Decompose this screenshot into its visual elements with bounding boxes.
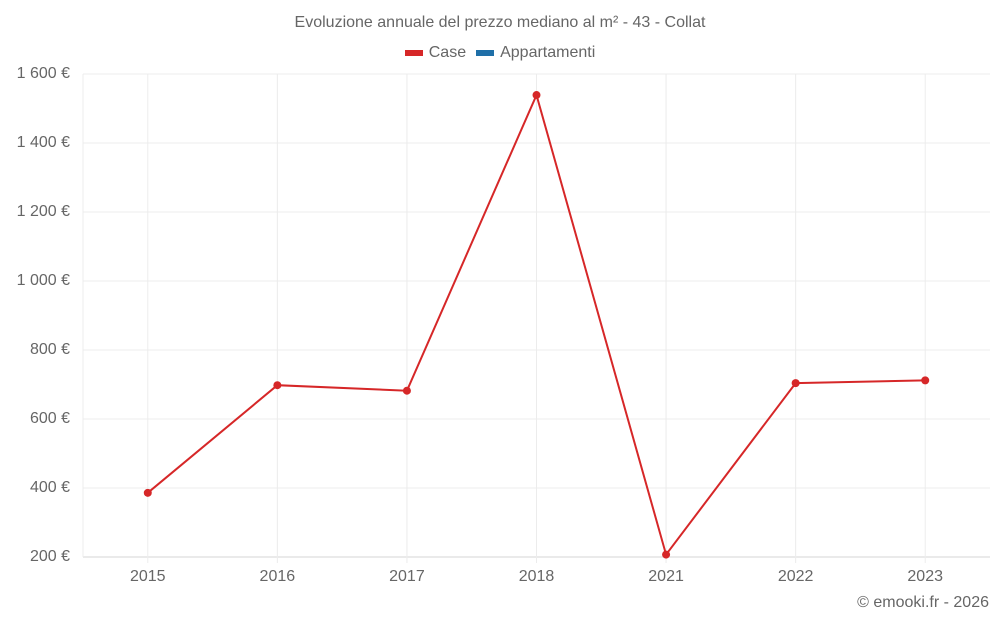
x-tick-label: 2017 <box>389 568 425 585</box>
y-tick-label: 1 000 € <box>16 272 70 289</box>
credit: © emooki.fr - 2026 <box>857 594 989 611</box>
x-tick-label: 2022 <box>777 568 814 585</box>
data-point[interactable] <box>532 91 541 100</box>
y-tick-label: 800 € <box>29 341 70 358</box>
x-tick-label: 2023 <box>907 568 943 585</box>
data-point[interactable] <box>402 386 411 395</box>
y-tick-label: 200 € <box>29 548 70 565</box>
y-tick-label: 1 200 € <box>16 203 70 220</box>
legend-item-case[interactable]: Case <box>404 44 467 62</box>
y-tick-label: 1 600 € <box>16 65 70 82</box>
data-point[interactable] <box>273 381 282 390</box>
x-tick-label: 2018 <box>518 568 555 585</box>
legend-swatch-appartamenti <box>476 50 495 56</box>
x-tick-label: 2021 <box>648 568 684 585</box>
x-tick-label: 2015 <box>129 568 166 585</box>
y-tick-label: 400 € <box>29 479 70 496</box>
data-point[interactable] <box>791 379 800 388</box>
legend-label-case: Case <box>428 44 467 61</box>
data-point[interactable] <box>662 550 671 559</box>
legend-swatch-case <box>404 50 423 56</box>
chart-title: Evoluzione annuale del prezzo mediano al… <box>294 14 706 31</box>
y-tick-label: 1 400 € <box>16 134 70 151</box>
gridlines <box>82 73 990 563</box>
legend: Case Appartamenti <box>0 44 1000 62</box>
legend-item-appartamenti[interactable]: Appartamenti <box>476 44 595 62</box>
series-case <box>143 91 930 559</box>
legend-label-appartamenti: Appartamenti <box>500 44 596 61</box>
x-tick-label: 2016 <box>259 568 296 585</box>
data-point[interactable] <box>921 376 930 385</box>
y-tick-label: 600 € <box>29 410 70 427</box>
data-point[interactable] <box>143 488 152 497</box>
